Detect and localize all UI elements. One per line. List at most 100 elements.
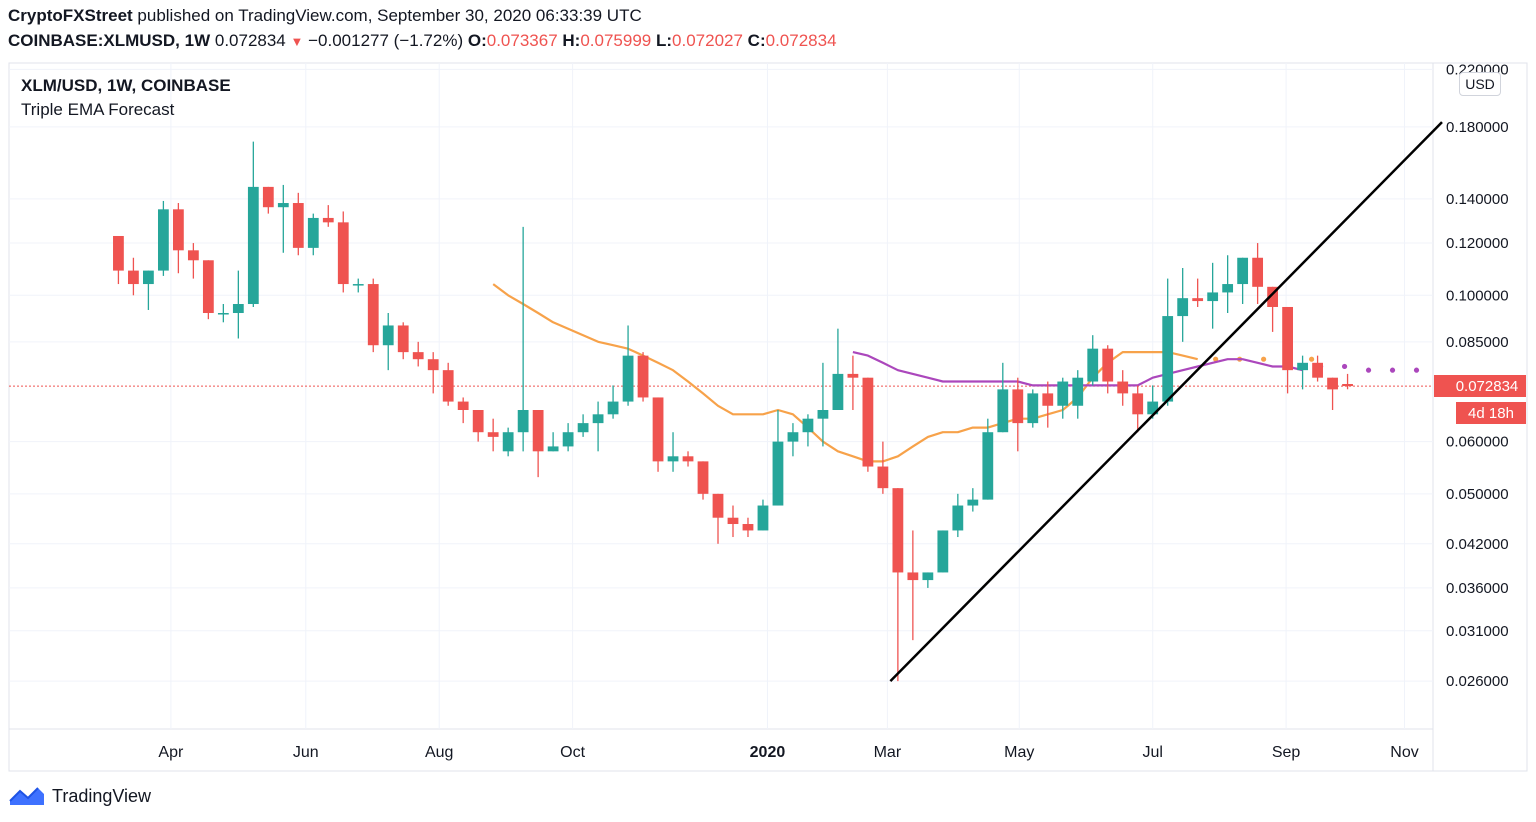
candle	[1117, 370, 1129, 406]
price-tick-label: 0.031000	[1446, 623, 1509, 640]
candle-body	[1327, 377, 1338, 390]
candle	[1132, 385, 1144, 433]
candle	[1282, 306, 1293, 394]
candle-body	[1072, 377, 1084, 406]
time-tick-label: Sep	[1272, 744, 1301, 761]
trendline-layer[interactable]	[889, 121, 1443, 683]
price-tick-label: 0.036000	[1446, 580, 1509, 597]
trendline[interactable]	[889, 121, 1443, 683]
candle	[652, 397, 664, 472]
candle-body	[337, 222, 349, 285]
candle	[1252, 243, 1264, 305]
candle	[517, 226, 529, 452]
candle	[1207, 262, 1219, 329]
candle	[382, 313, 394, 371]
candle-body	[202, 260, 214, 314]
candle	[262, 186, 274, 214]
candle-body	[1297, 362, 1308, 371]
price-tick-label: 0.140000	[1446, 191, 1509, 208]
candle-body	[322, 217, 334, 223]
candle	[1177, 267, 1189, 342]
time-tick-label: Oct	[560, 744, 585, 761]
candle	[877, 441, 889, 494]
candle	[832, 328, 844, 411]
candle-body	[1342, 383, 1353, 387]
candle-body	[247, 186, 259, 305]
candle-body	[412, 352, 424, 360]
candle	[667, 432, 679, 472]
candle	[802, 414, 814, 447]
candle	[922, 572, 934, 588]
candle-body	[128, 270, 139, 285]
candle-body	[1057, 381, 1069, 406]
ohlc-line: COINBASE:XLMUSD, 1W 0.072834 ▼ −0.001277…	[8, 31, 837, 51]
chart-frame	[8, 62, 1528, 772]
candle-body	[187, 250, 199, 261]
legend-title: XLM/USD, 1W, COINBASE	[21, 76, 231, 95]
candle-body	[1147, 401, 1159, 415]
candle-body	[172, 209, 184, 251]
candle	[113, 235, 124, 285]
time-axis[interactable]: Apr Jun Aug Oct 2020 Mar May Jul Sep Nov	[158, 744, 1418, 761]
candle	[472, 410, 484, 442]
time-tick-label: May	[1004, 744, 1034, 761]
candle-body	[367, 284, 379, 346]
candle	[742, 517, 754, 538]
currency-badge[interactable]: USD	[1459, 72, 1501, 96]
time-tick-label: Apr	[158, 744, 184, 761]
candle-body	[907, 572, 919, 581]
candle	[1042, 381, 1054, 428]
tradingview-logo-icon	[9, 787, 44, 805]
candle-body	[397, 325, 409, 353]
legend-indicator[interactable]: Triple EMA Forecast	[21, 100, 175, 119]
time-tick-label: Jul	[1142, 744, 1162, 761]
price-tick-label: 0.026000	[1446, 673, 1509, 690]
candle-body	[442, 370, 454, 402]
candle	[727, 505, 739, 538]
candle-body	[472, 410, 484, 433]
candle-body	[1252, 257, 1264, 287]
candle	[1012, 377, 1024, 452]
tradingview-brand[interactable]: TradingView	[8, 785, 151, 807]
candle-body	[862, 377, 874, 467]
candle-body	[802, 418, 814, 433]
candle	[577, 414, 589, 437]
ema-slow-forecast-dot	[1413, 367, 1420, 373]
candle	[232, 270, 244, 339]
candle-body	[307, 217, 319, 248]
candle-body	[667, 456, 679, 462]
candle-body	[143, 270, 154, 285]
low-value: 0.072027	[672, 31, 743, 50]
current-price-label: 0.072834	[1456, 378, 1519, 395]
ema-fast-forecast-dot	[1261, 356, 1267, 362]
time-tick-label: Nov	[1390, 744, 1418, 761]
candle	[1102, 345, 1114, 394]
candle-body	[742, 524, 754, 531]
candle-body	[832, 373, 844, 411]
candle-body	[727, 517, 739, 525]
candle-body	[637, 355, 649, 398]
candle-body	[562, 432, 574, 447]
candle	[1087, 335, 1099, 386]
candle	[712, 493, 724, 544]
down-arrow-icon: ▼	[290, 34, 304, 49]
candle-body	[892, 488, 904, 573]
candle	[892, 488, 904, 682]
candle-body	[1237, 257, 1249, 285]
candle-body	[1042, 393, 1054, 406]
candle-body	[427, 359, 439, 371]
price-tick-label: 0.050000	[1446, 486, 1509, 503]
price-tick-label: 0.042000	[1446, 536, 1509, 553]
candle-body	[517, 410, 529, 433]
high-value: 0.075999	[580, 31, 652, 50]
candle	[997, 362, 1009, 433]
author-name[interactable]: CryptoFXStreet	[8, 6, 133, 25]
countdown-label: 4d 18h	[1468, 405, 1514, 422]
candle	[442, 362, 454, 406]
candle	[367, 278, 379, 353]
close-label: C:	[747, 31, 766, 50]
candle	[772, 410, 784, 506]
candle	[292, 192, 304, 256]
candle-body	[532, 410, 544, 452]
